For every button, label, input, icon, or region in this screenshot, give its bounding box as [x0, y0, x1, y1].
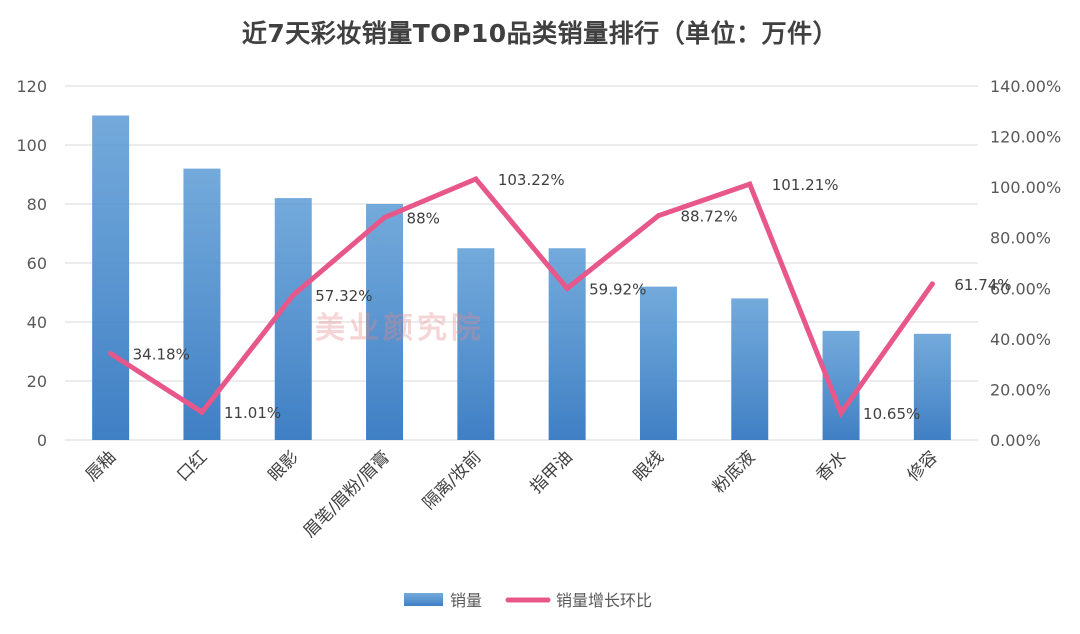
x-tick-label: 粉底液 [709, 447, 759, 497]
bar [366, 204, 404, 440]
point [655, 213, 661, 219]
point [929, 281, 935, 287]
bar [731, 298, 769, 440]
legend-label: 销量增长环比 [556, 591, 652, 610]
data-label: 103.22% [498, 171, 565, 189]
bar-series [92, 115, 951, 440]
y-left-tick-label: 80 [27, 195, 47, 214]
bar [639, 286, 677, 440]
x-tick-label: 眉笔/眉粉/眉膏 [299, 447, 394, 542]
data-label: 59.92% [589, 280, 646, 298]
x-tick-label: 隔离/妆前 [419, 447, 485, 513]
x-tick-label: 口红 [173, 447, 211, 485]
x-tick-label: 指甲油 [526, 447, 576, 497]
x-tick-label: 香水 [812, 447, 850, 485]
data-label: 11.01% [224, 404, 281, 422]
point [747, 181, 753, 187]
chart-title: 近7天彩妆销量TOP10品类销量排行（单位：万件） [241, 19, 839, 48]
legend-label: 销量 [450, 591, 482, 610]
y-right-tick-label: 140.00% [990, 77, 1061, 96]
y-right-tick-label: 20.00% [990, 380, 1051, 399]
data-label: 57.32% [315, 287, 372, 305]
data-label: 88.72% [680, 208, 737, 226]
y-left-tick-label: 120 [16, 77, 47, 96]
x-tick-label: 修容 [904, 447, 942, 485]
data-label: 10.65% [863, 405, 920, 423]
x-tick-label: 眼线 [630, 447, 668, 485]
y-right-axis: 0.00% 20.00% 40.00% 60.00% 80.00% 100.00% 120.… [990, 77, 1061, 450]
y-left-tick-label: 60 [27, 254, 47, 273]
bar [913, 333, 951, 440]
data-label: 88% [407, 209, 440, 227]
point [382, 214, 388, 220]
point [108, 351, 114, 357]
y-right-tick-label: 120.00% [990, 128, 1061, 147]
watermark-logo: 美业颜究院 [315, 311, 485, 346]
y-left-tick-label: 0 [37, 431, 47, 450]
y-left-tick-label: 40 [27, 313, 47, 332]
point [473, 176, 479, 182]
data-labels: 34.18% 11.01% 57.32% 88% 103.22% 59.92% 88.72%… [133, 171, 1012, 423]
legend: 销量 销量增长环比 [404, 591, 652, 610]
series-line [108, 175, 935, 419]
y-right-tick-label: 100.00% [990, 178, 1061, 197]
point [199, 409, 205, 415]
y-right-tick-label: 40.00% [990, 330, 1051, 349]
legend-swatch-bar [404, 593, 443, 606]
x-tick-label: 唇釉 [82, 447, 120, 485]
y-left-tick-label: 20 [27, 372, 47, 391]
data-label: 61.74% [954, 276, 1011, 294]
y-right-tick-label: 60.00% [990, 279, 1051, 298]
x-tick-label: 眼影 [265, 447, 303, 485]
data-label: 101.21% [772, 176, 839, 194]
y-left-tick-label: 100 [16, 136, 47, 155]
y-right-tick-label: 80.00% [990, 229, 1051, 248]
point [838, 410, 844, 416]
point [290, 292, 296, 298]
data-label: 34.18% [133, 346, 190, 364]
point [564, 285, 570, 291]
y-right-tick-label: 0.00% [990, 431, 1041, 450]
bar [92, 115, 130, 440]
bar [274, 198, 312, 440]
bar [457, 248, 495, 440]
line-series [108, 175, 935, 419]
